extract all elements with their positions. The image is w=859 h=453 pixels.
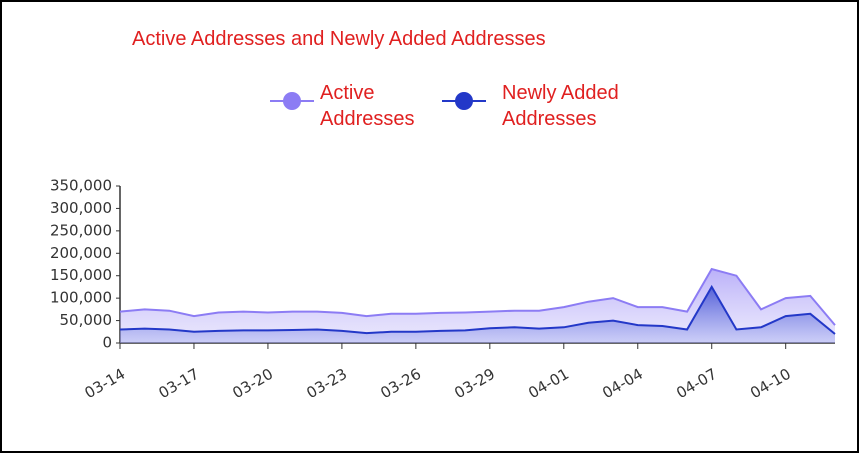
area-fill [120,269,835,343]
x-tick-label: 04-04 [599,365,646,402]
legend-label: Newly Added Addresses [502,82,619,130]
x-tick-label: 03-29 [451,365,498,402]
y-tick-label: 100,000 [50,289,112,307]
x-tick-label: 03-20 [229,365,276,402]
x-tick-label: 04-10 [747,365,794,402]
y-tick-label: 150,000 [50,266,112,284]
legend-marker [283,92,301,110]
chart-title: Active Addresses and Newly Added Address… [132,28,546,50]
x-tick-label: 03-23 [303,365,350,402]
x-tick-label: 03-17 [155,365,202,402]
area-fill [120,286,835,343]
legend-label: Active Addresses [320,82,415,130]
series-line [119,267,836,326]
legend-marker [455,92,473,110]
x-tick-label: 03-26 [377,365,424,402]
x-tick-label: 04-01 [525,365,572,402]
x-tick-label: 04-07 [673,365,720,402]
y-tick-label: 250,000 [50,221,112,239]
y-tick-label: 300,000 [50,199,112,217]
y-tick-label: 350,000 [50,177,112,195]
y-tick-label: 0 [102,334,112,352]
y-tick-label: 200,000 [50,244,112,262]
series-line [119,284,836,335]
x-tick-label: 03-14 [81,365,128,402]
y-tick-label: 50,000 [60,311,113,329]
